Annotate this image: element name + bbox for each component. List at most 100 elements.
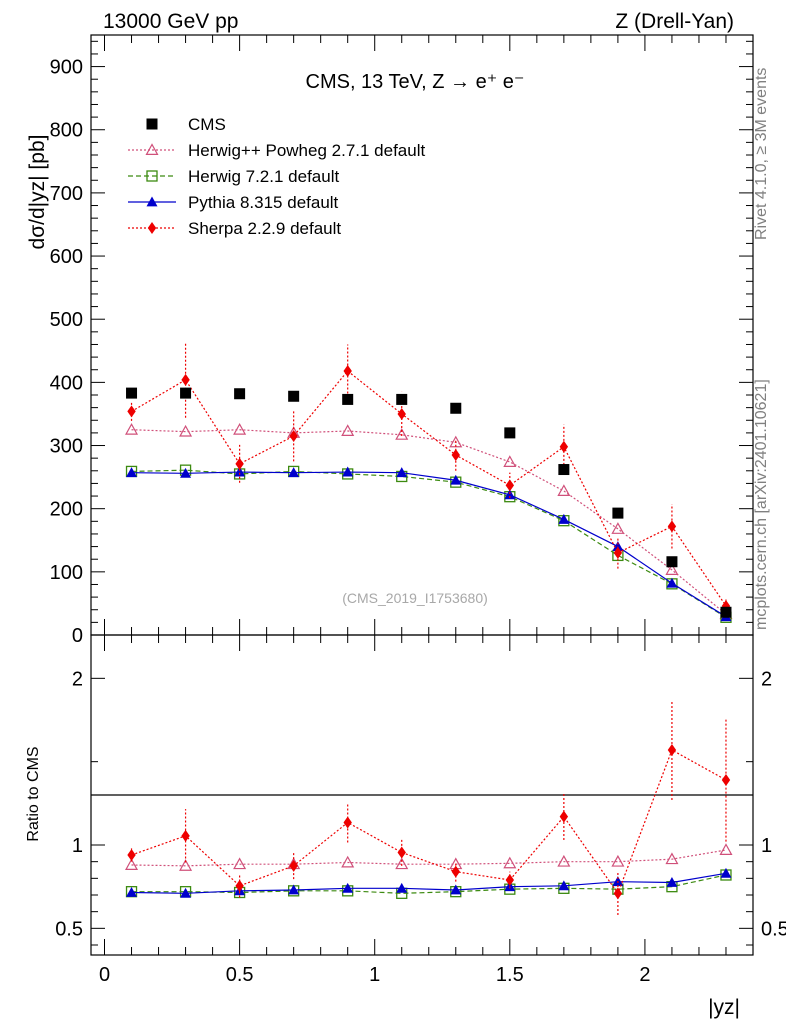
legend-label: Sherpa 2.2.9 default	[188, 219, 341, 238]
data-point	[558, 464, 570, 476]
data-point	[504, 427, 516, 439]
ratio-line	[131, 749, 727, 895]
ratio-point	[288, 884, 300, 895]
ratio-point	[179, 859, 193, 871]
analysis-watermark: (CMS_2019_I1753680)	[342, 590, 488, 606]
ratio-point	[504, 881, 516, 892]
legend-marker	[146, 118, 158, 130]
data-point	[613, 546, 623, 559]
ratio-point	[503, 856, 517, 869]
ratio-point	[233, 857, 247, 870]
ratio-point	[289, 859, 298, 872]
ratio-point	[126, 887, 138, 897]
y-tick-label: 600	[50, 246, 83, 268]
data-point	[396, 393, 408, 405]
ratio-tick-label: 0.5	[55, 918, 83, 940]
data-point	[341, 424, 355, 436]
data-point	[720, 606, 732, 618]
legend-label: Herwig 7.2.1 default	[188, 167, 339, 186]
y-axis-title: dσ/d|yᴢ| [pb]	[26, 135, 49, 250]
data-point	[451, 449, 460, 461]
y-tick-label: 700	[50, 183, 83, 205]
series-cms	[126, 387, 732, 618]
data-point	[450, 402, 462, 414]
ratio-point	[396, 882, 408, 893]
ratio-tick-label: 1	[72, 835, 83, 857]
ratio-point	[719, 843, 733, 856]
ratio-point	[235, 879, 244, 892]
x-axis-title: |yᴢ|	[708, 996, 740, 1019]
ratio-point	[720, 867, 732, 878]
legend-item: Pythia 8.315 default	[128, 193, 339, 212]
y-tick-label: 800	[50, 120, 83, 142]
ratio-tick-label-right: 0.5	[761, 918, 786, 940]
ratio-point	[450, 884, 462, 895]
y-tick-label: 900	[50, 57, 83, 79]
ratio-axis-title: Ratio to CMS	[25, 746, 42, 841]
data-point	[397, 407, 406, 420]
series-sherpa-2-2-9-default	[127, 341, 731, 614]
y-tick-label: 0	[72, 625, 83, 647]
data-point	[611, 522, 625, 534]
ratio-point	[613, 887, 623, 900]
data-point	[289, 430, 298, 443]
ratio-line	[131, 872, 727, 894]
ratio-point	[397, 846, 406, 859]
data-point	[127, 405, 136, 418]
data-point	[396, 467, 408, 478]
data-point	[450, 474, 462, 485]
mcplots-label: mcplots.cern.ch [arXiv:2401.10621]	[753, 379, 770, 630]
data-point	[126, 387, 138, 399]
data-point	[234, 388, 246, 400]
data-point	[557, 484, 571, 496]
data-point	[666, 556, 678, 568]
data-point	[612, 507, 624, 519]
data-point	[667, 520, 677, 533]
data-point	[235, 457, 244, 470]
ratio-point	[342, 882, 354, 893]
data-point	[181, 373, 190, 386]
ratio-point	[451, 865, 460, 878]
ratio-point	[125, 858, 139, 871]
data-point	[505, 479, 515, 492]
legend-label: Herwig++ Powheg 2.7.1 default	[188, 141, 425, 160]
data-point	[288, 467, 300, 478]
series-line	[131, 429, 727, 615]
data-point	[559, 440, 569, 453]
data-point	[558, 513, 570, 524]
ratio-point	[721, 774, 731, 786]
chart-title: CMS, 13 TeV, Z → e⁺ e⁻	[306, 71, 525, 93]
x-tick-label: 0	[99, 964, 110, 986]
data-point	[503, 455, 517, 467]
ratio-point	[667, 744, 677, 756]
legend-item: Herwig 7.2.1 default	[128, 167, 339, 186]
x-tick-label: 2	[639, 964, 650, 986]
ratio-series-herwig-7-2-1-default	[125, 869, 732, 899]
ratio-series-pythia-8-315-default	[126, 867, 732, 898]
data-point	[342, 466, 354, 477]
legend-label: Pythia 8.315 default	[188, 193, 339, 212]
process-label: Z (Drell-Yan)	[615, 10, 734, 33]
series-line	[131, 471, 727, 618]
ratio-point	[505, 874, 515, 886]
data-point	[180, 387, 192, 399]
y-tick-label: 300	[50, 436, 83, 458]
ratio-point	[558, 880, 570, 891]
data-point	[179, 424, 193, 437]
data-point	[234, 466, 246, 477]
legend-label: CMS	[188, 115, 226, 134]
data-point	[612, 541, 624, 551]
ratio-panel: 0.5 0.5 1 1 2 2	[55, 634, 786, 956]
legend-item: CMS	[146, 115, 226, 134]
data-point	[125, 423, 139, 435]
ratio-point	[395, 857, 409, 870]
data-point	[665, 563, 679, 575]
data-point	[126, 467, 138, 478]
ratio-tick-label: 2	[72, 668, 83, 690]
legend-marker	[145, 143, 159, 155]
data-point	[233, 423, 247, 435]
ratio-series-sherpa-2-2-9-default	[127, 700, 731, 915]
x-tick-label: 1.5	[496, 964, 524, 986]
ratio-point	[343, 816, 352, 829]
